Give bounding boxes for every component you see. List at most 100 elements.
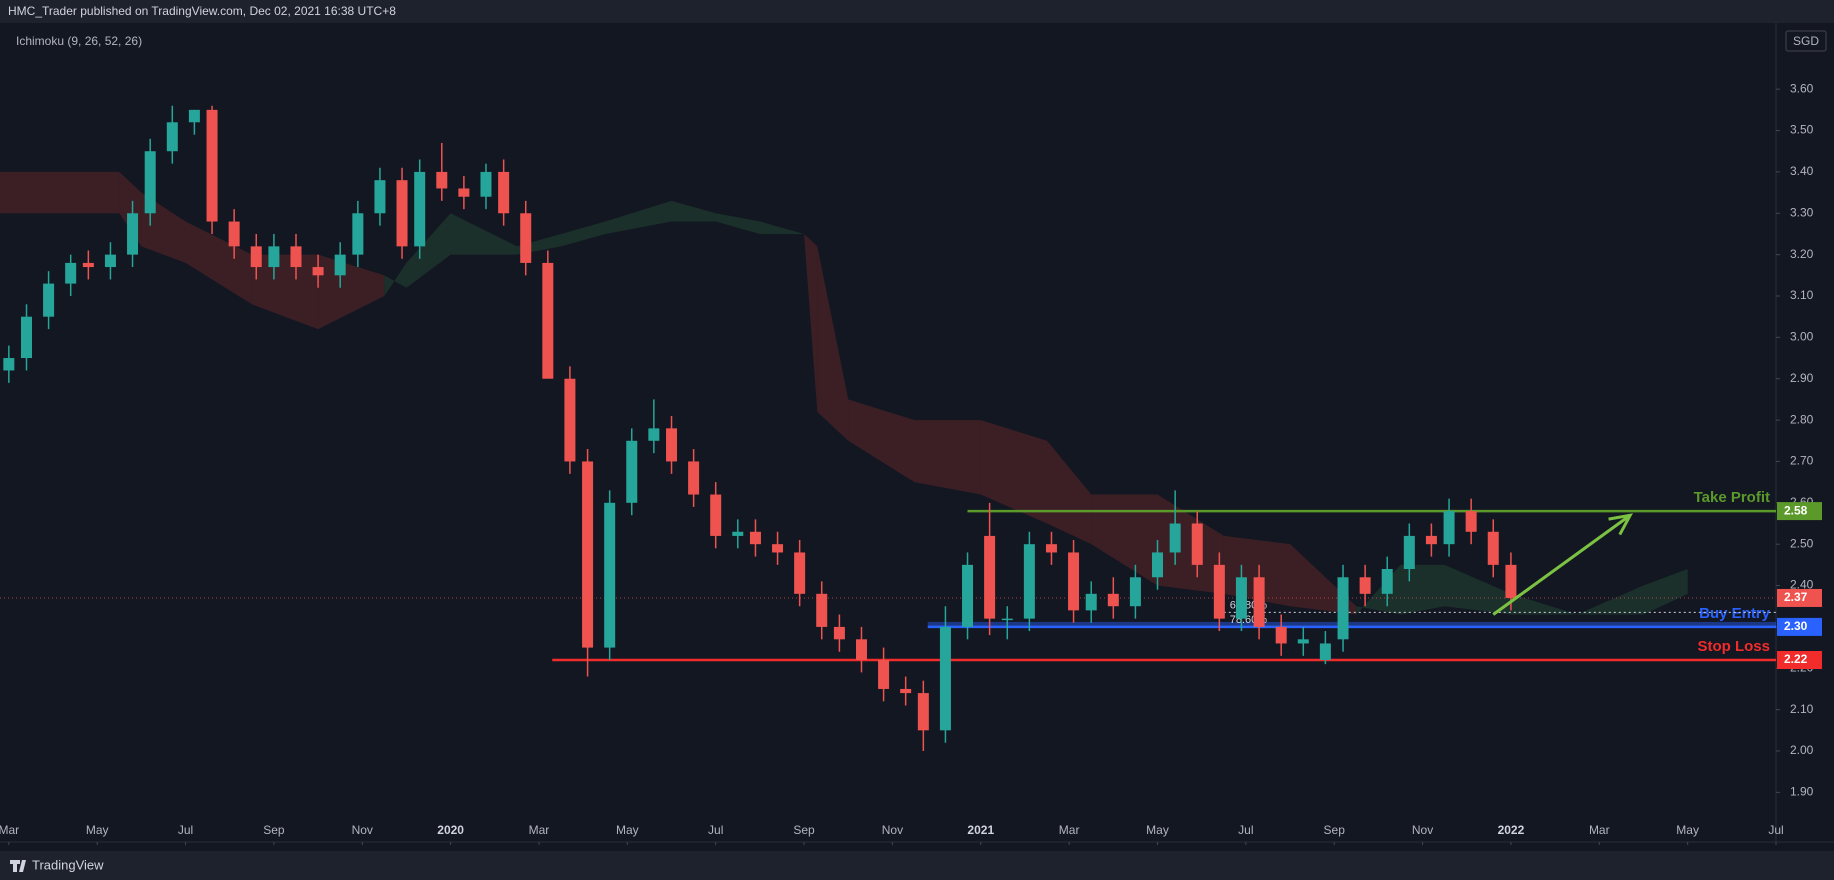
footer-brand: TradingView <box>32 857 104 872</box>
x-tick-label: Mar <box>0 823 19 837</box>
candle-body <box>1169 523 1181 553</box>
candle-body <box>3 358 15 371</box>
candle-body <box>312 267 324 276</box>
candle-body <box>1505 564 1517 598</box>
price-tag-label: 2.30 <box>1784 619 1808 633</box>
y-tick-label: 1.90 <box>1790 785 1814 799</box>
indicator-label: Ichimoku (9, 26, 52, 26) <box>16 34 142 48</box>
arrow-head <box>1608 513 1634 536</box>
candle-body <box>900 688 912 694</box>
arrow-shaft <box>1492 514 1632 616</box>
candle-body <box>1487 531 1499 565</box>
y-tick-label: 3.60 <box>1790 81 1814 95</box>
cloud-segment <box>185 221 252 305</box>
candle-body <box>604 502 616 648</box>
cloud-segment <box>605 200 672 234</box>
candle-body <box>749 531 761 545</box>
candle-body <box>1425 535 1437 545</box>
y-tick-label: 2.70 <box>1790 454 1814 468</box>
candle-body <box>816 593 828 627</box>
candle-body <box>480 171 492 197</box>
cloud-segment <box>1157 494 1224 594</box>
candle-body <box>250 246 262 268</box>
currency-box[interactable] <box>1785 30 1827 52</box>
candle-body <box>878 660 890 689</box>
candle-body <box>917 693 929 731</box>
cloud-segment <box>1356 564 1401 615</box>
candle-body <box>732 531 744 536</box>
candle-body <box>498 171 510 214</box>
candle-body <box>1213 564 1225 619</box>
candle-body <box>290 246 302 268</box>
cloud-segment <box>1643 569 1688 615</box>
candle-body <box>1129 577 1141 607</box>
candle-body <box>166 122 178 152</box>
cloud-segment <box>1400 564 1445 615</box>
candle-body <box>1359 577 1371 594</box>
candle-body <box>1107 593 1119 607</box>
y-tick-label: 2.90 <box>1790 371 1814 385</box>
header-bar <box>0 0 1834 23</box>
candle-body <box>939 626 951 731</box>
x-tick-label: 2022 <box>1498 823 1525 837</box>
candle-body <box>82 262 94 268</box>
candle-body <box>1191 523 1203 565</box>
tv-logo <box>10 860 26 872</box>
y-tick-label: 3.50 <box>1790 123 1814 137</box>
candle-body <box>794 552 806 594</box>
candle-body <box>582 461 594 648</box>
candle-body <box>65 262 77 284</box>
candle-body <box>1045 544 1057 553</box>
candle-body <box>414 171 426 247</box>
candle-body <box>710 494 722 536</box>
x-tick-label: May <box>86 823 109 837</box>
cloud-segment <box>251 254 319 330</box>
x-tick-label: Nov <box>1412 823 1433 837</box>
cloud-segment <box>450 213 517 255</box>
candle-body <box>1085 593 1097 611</box>
x-tick-label: Sep <box>1324 823 1346 837</box>
currency[interactable]: SGD <box>1793 34 1819 48</box>
candle-body <box>188 109 200 123</box>
x-tick-label: May <box>1146 823 1169 837</box>
cloud-segment <box>980 420 1048 524</box>
candle-body <box>206 109 218 222</box>
level-name: Take Profit <box>1694 489 1770 506</box>
y-tick-label: 2.80 <box>1790 412 1814 426</box>
y-tick-label: 2.40 <box>1790 578 1814 592</box>
candle-body <box>520 213 532 263</box>
cloud-segment <box>671 200 716 222</box>
entry-zone <box>927 621 1776 627</box>
cloud-segment <box>561 221 606 247</box>
y-tick-label: 3.20 <box>1790 247 1814 261</box>
cloud-segment <box>0 171 120 214</box>
x-tick-label: 2020 <box>437 823 464 837</box>
y-tick-label: 3.10 <box>1790 288 1814 302</box>
price-tag-label: 2.22 <box>1784 652 1808 666</box>
candle-body <box>1023 544 1035 619</box>
price-tag <box>1777 588 1822 607</box>
candle-body <box>772 544 784 553</box>
cloud-segment <box>848 399 915 483</box>
candle-body <box>1403 535 1415 569</box>
candle-body <box>564 378 576 462</box>
candle-body <box>1297 639 1309 644</box>
candle-body <box>1443 511 1455 545</box>
x-tick-label: Sep <box>793 823 815 837</box>
candle-body <box>352 213 364 255</box>
y-tick-label: 2.10 <box>1790 702 1814 716</box>
footer-bar <box>0 851 1834 880</box>
candle-body <box>144 151 156 214</box>
y-tick-label: 2.50 <box>1790 536 1814 550</box>
cloud-segment <box>318 254 385 330</box>
candle-body <box>436 171 448 189</box>
x-tick-label: May <box>616 823 639 837</box>
candle-body <box>228 221 240 247</box>
cloud-segment <box>759 221 805 234</box>
x-tick-label: May <box>1676 823 1699 837</box>
cloud-segment <box>817 246 849 441</box>
candle-body <box>1337 577 1349 640</box>
candle-body <box>626 440 638 503</box>
level-name: Stop Loss <box>1697 638 1770 655</box>
